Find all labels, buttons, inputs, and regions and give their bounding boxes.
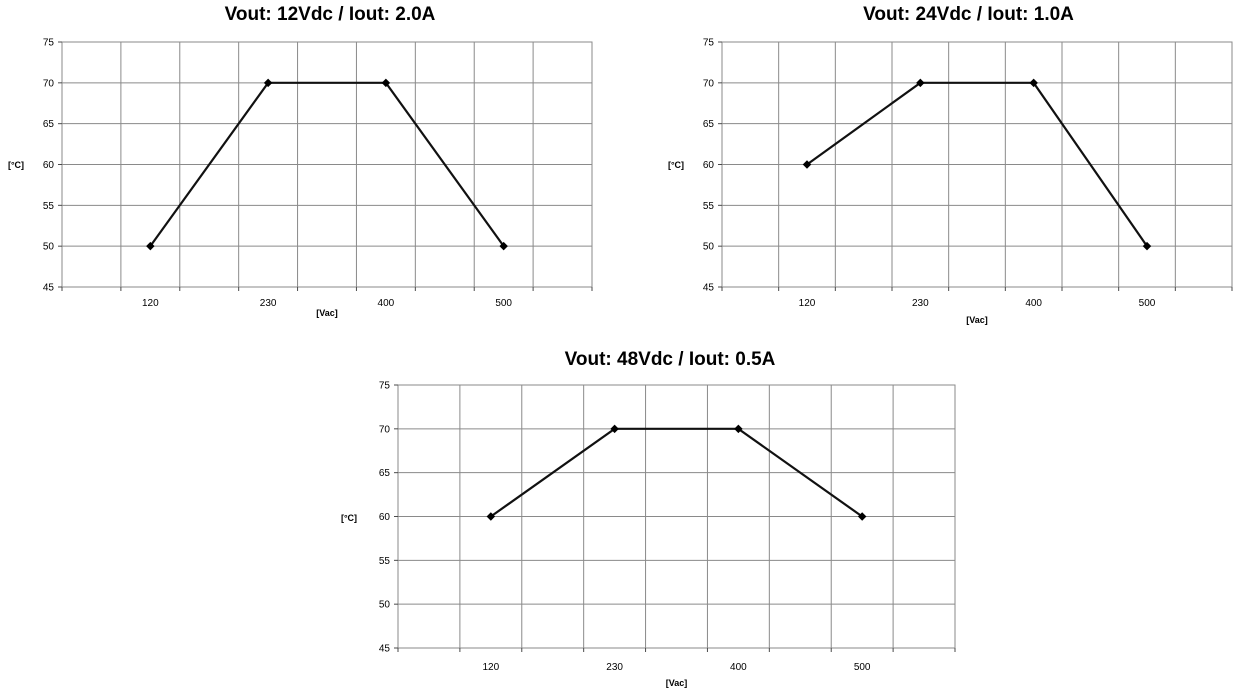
data-point — [499, 241, 508, 251]
x-tick-label: 500 — [495, 298, 512, 309]
y-tick-label: 75 — [43, 38, 55, 49]
x-tick-label: 400 — [1025, 298, 1042, 309]
data-point — [381, 78, 391, 88]
y-tick-label: 60 — [703, 160, 715, 171]
y-axis-label: [°C] — [668, 160, 684, 170]
y-tick-label: 50 — [703, 242, 715, 253]
x-tick-label: 120 — [142, 298, 159, 309]
grid — [722, 41, 1232, 288]
x-tick-label: 230 — [260, 298, 277, 309]
chart-title: Vout: 12Vdc / Iout: 2.0A — [224, 4, 436, 25]
data-point — [263, 78, 273, 88]
chart-title: Vout: 24Vdc / Iout: 1.0A — [863, 4, 1074, 25]
y-tick-label: 70 — [43, 78, 55, 89]
data-point — [916, 78, 925, 88]
chart-24vdc: Vout: 24Vdc / Iout: 1.0A 45 50 55 60 65 70 75 1… — [640, 0, 1237, 330]
y-tick-label: 55 — [703, 201, 715, 212]
y-tick-label: 55 — [43, 201, 55, 212]
x-tick-label: 230 — [912, 298, 929, 309]
x-tick-label: 120 — [482, 662, 499, 673]
y-tick-label: 60 — [43, 160, 55, 171]
data-point — [146, 241, 155, 251]
grid — [398, 384, 955, 649]
y-tick-label: 60 — [379, 512, 391, 523]
chart-title: Vout: 48Vdc / Iout: 0.5A — [564, 349, 776, 370]
y-tick-label: 50 — [43, 242, 55, 253]
chart-plot: 45 50 55 60 65 70 75 120 230 400 500 [Vac] [°C] — [668, 38, 1233, 325]
series-line — [806, 81, 1148, 247]
y-tick-label: 75 — [703, 38, 715, 49]
y-tick-label: 65 — [43, 119, 55, 130]
chart-48vdc: Vout: 48Vdc / Iout: 0.5A 45 50 55 60 65 70 75 1… — [320, 345, 960, 692]
y-tick-label: 45 — [43, 283, 55, 294]
y-tick-label: 70 — [703, 78, 715, 89]
data-point — [610, 424, 619, 434]
y-tick-label: 45 — [379, 644, 391, 655]
y-tick-label: 45 — [703, 283, 715, 294]
y-tick-label: 70 — [379, 424, 391, 435]
y-tick-label: 65 — [703, 119, 715, 130]
x-tick-label: 500 — [854, 662, 871, 673]
chart-plot: 45 50 55 60 65 70 75 120 230 400 500 [Vac] [°C] — [8, 38, 593, 318]
x-tick-label: 230 — [606, 662, 623, 673]
x-tick-label: 120 — [799, 298, 816, 309]
series-line — [490, 427, 863, 518]
y-tick-label: 75 — [379, 381, 391, 392]
x-axis-label: [Vac] — [666, 678, 688, 688]
y-axis-label: [°C] — [8, 160, 24, 170]
x-tick-label: 500 — [1139, 298, 1156, 309]
y-tick-label: 65 — [379, 468, 391, 479]
x-tick-label: 400 — [730, 662, 747, 673]
grid — [62, 41, 592, 288]
series-line — [149, 81, 505, 247]
x-tick-label: 400 — [378, 298, 395, 309]
y-tick-label: 50 — [379, 600, 391, 611]
chart-12vdc: Vout: 12Vdc / Iout: 2.0A 45 50 55 60 65 70 75 1… — [0, 0, 600, 330]
y-axis-label: [°C] — [341, 513, 357, 523]
x-axis-label: [Vac] — [316, 308, 338, 318]
chart-plot: 45 50 55 60 65 70 75 120 230 400 500 [Vac] [°C] — [341, 381, 956, 688]
x-axis-label: [Vac] — [966, 315, 988, 325]
data-point — [734, 424, 743, 434]
y-tick-label: 55 — [379, 556, 391, 567]
